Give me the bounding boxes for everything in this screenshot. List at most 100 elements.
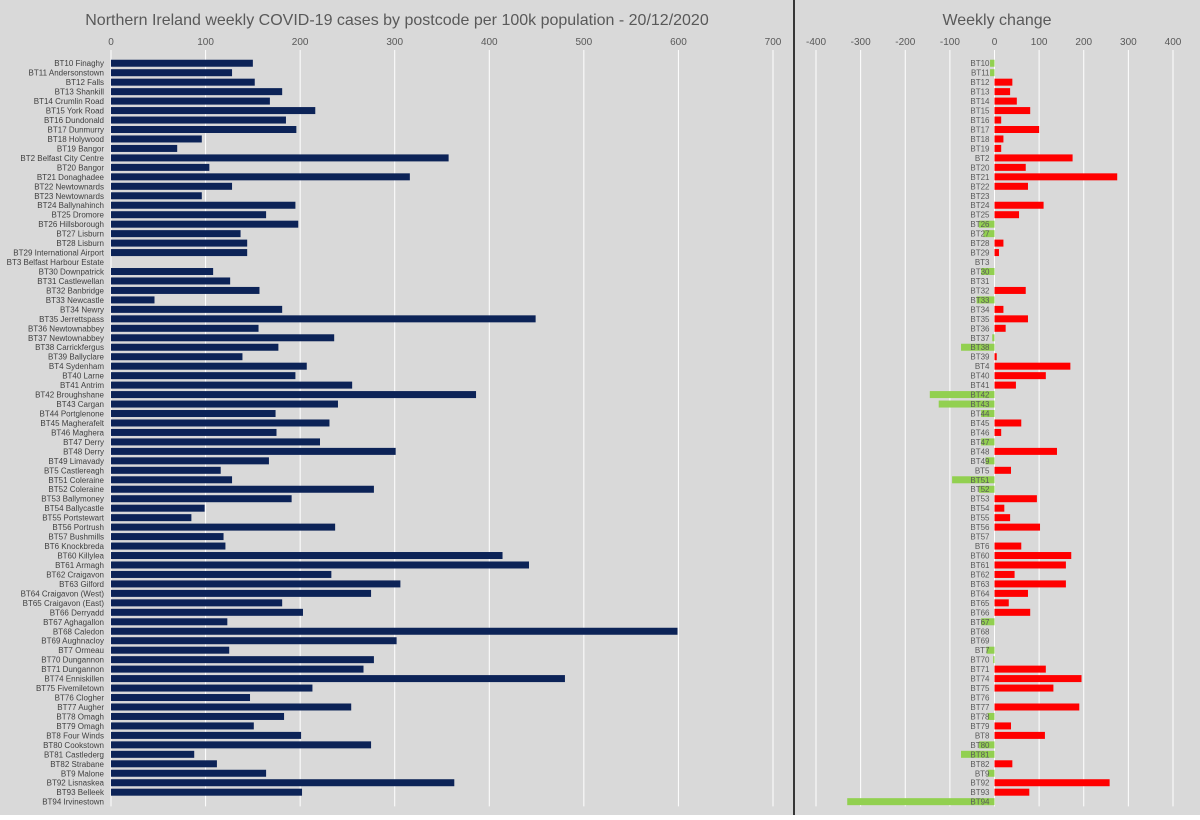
left-bar <box>111 410 276 418</box>
left-category-label: BT57 Bushmills <box>48 533 104 542</box>
left-category-label: BT28 Lisburn <box>56 239 104 248</box>
left-category-label: BT94 Irvinestown <box>42 798 104 807</box>
left-bar <box>111 580 401 588</box>
left-bar <box>111 542 226 550</box>
left-bar <box>111 107 316 115</box>
right-bar-increase <box>994 542 1022 550</box>
left-bar <box>111 637 397 645</box>
right-category-label: BT42 <box>970 391 990 400</box>
right-bar-decrease <box>978 741 995 749</box>
left-category-label: BT56 Portrush <box>52 523 104 532</box>
right-category-label: BT77 <box>970 703 990 712</box>
right-bar-increase <box>994 684 1054 692</box>
right-category-label: BT63 <box>970 580 990 589</box>
right-category-label: BT9 <box>975 769 990 778</box>
right-bar-increase <box>994 305 1004 313</box>
right-category-label: BT48 <box>970 447 990 456</box>
left-category-label: BT6 Knockbreda <box>44 542 104 551</box>
left-bar <box>111 305 283 313</box>
left-bar <box>111 173 410 181</box>
left-category-label: BT45 Magherafelt <box>40 419 104 428</box>
left-category-label: BT17 Dunmurry <box>48 126 104 135</box>
left-bar <box>111 504 205 512</box>
left-category-label: BT14 Crumlin Road <box>34 97 104 106</box>
left-category-label: BT68 Caledon <box>53 627 104 636</box>
right-bar-increase <box>994 599 1009 607</box>
left-bar <box>111 608 303 616</box>
right-bar-increase <box>994 239 1004 247</box>
right-bar-decrease <box>981 410 995 418</box>
right-bar-increase <box>994 286 1026 294</box>
right-category-label: BT29 <box>970 249 990 258</box>
left-bar <box>111 627 678 635</box>
left-category-label: BT10 Finaghy <box>54 59 104 68</box>
right-chart: -400 -300 -200 -100 0 100 200 300 400BT10BT11BT1… <box>806 37 1182 807</box>
left-bar <box>111 561 530 569</box>
left-x-tick-label: 700 <box>765 37 782 48</box>
left-bar <box>111 220 299 228</box>
right-x-tick-label: 300 <box>1120 37 1137 48</box>
left-bar <box>111 552 503 560</box>
right-bar-decrease <box>961 343 995 351</box>
right-bar-increase <box>994 381 1016 389</box>
left-category-label: BT23 Newtownards <box>34 192 104 201</box>
left-bar <box>111 391 477 399</box>
left-category-label: BT82 Strabane <box>50 760 104 769</box>
right-category-label: BT23 <box>970 192 990 201</box>
right-category-label: BT52 <box>970 485 990 494</box>
left-bar <box>111 97 270 105</box>
left-category-label: BT93 Belleek <box>56 788 105 797</box>
right-bar-increase <box>994 523 1041 531</box>
left-category-label: BT54 Ballycastle <box>44 504 104 513</box>
left-category-label: BT48 Derry <box>63 447 104 456</box>
right-bar-decrease <box>985 457 995 465</box>
left-bar <box>111 163 210 171</box>
left-bar <box>111 192 202 200</box>
right-bar-increase <box>994 144 1002 152</box>
left-bar <box>111 646 230 654</box>
left-bar <box>111 154 449 162</box>
right-bar-decrease <box>952 476 995 484</box>
left-bar <box>111 438 321 446</box>
left-category-label: BT47 Derry <box>63 438 104 447</box>
right-bar-increase <box>994 182 1028 190</box>
right-category-label: BT67 <box>970 618 990 627</box>
right-category-label: BT25 <box>970 211 990 220</box>
right-bar-increase <box>994 675 1082 683</box>
left-x-tick-label: 100 <box>197 37 214 48</box>
right-category-label: BT34 <box>970 305 990 314</box>
right-bar-increase <box>994 324 1006 332</box>
right-chart-title: Weekly change <box>942 12 1051 29</box>
left-category-label: BT24 Ballynahinch <box>37 201 104 210</box>
left-bar <box>111 485 374 493</box>
left-x-tick-label: 600 <box>670 37 687 48</box>
right-category-label: BT65 <box>970 599 990 608</box>
left-category-label: BT53 Ballymoney <box>41 495 104 504</box>
left-category-label: BT63 Gilford <box>59 580 104 589</box>
right-category-label: BT12 <box>970 78 990 87</box>
right-category-label: BT68 <box>970 627 990 636</box>
left-category-label: BT13 Shankill <box>55 88 105 97</box>
right-bar-increase <box>994 561 1066 569</box>
left-category-label: BT34 Newry <box>60 305 104 314</box>
left-category-label: BT32 Banbridge <box>46 286 104 295</box>
left-category-label: BT33 Newcastle <box>46 296 105 305</box>
left-category-label: BT39 Ballyclare <box>48 353 105 362</box>
right-bar-decrease <box>981 618 995 626</box>
left-x-tick-label: 300 <box>386 37 403 48</box>
right-bar-decrease <box>990 69 995 77</box>
left-category-label: BT19 Bangor <box>57 144 104 153</box>
left-category-label: BT41 Antrim <box>60 381 104 390</box>
left-category-label: BT46 Maghera <box>51 428 104 437</box>
right-category-label: BT71 <box>970 665 990 674</box>
right-bar-increase <box>994 372 1046 380</box>
left-category-label: BT8 Four Winds <box>46 731 104 740</box>
left-category-label: BT74 Enniskillen <box>44 675 104 684</box>
left-bar <box>111 324 259 332</box>
left-x-tick-label: 200 <box>292 37 309 48</box>
right-category-label: BT56 <box>970 523 990 532</box>
right-bar-increase <box>994 580 1066 588</box>
